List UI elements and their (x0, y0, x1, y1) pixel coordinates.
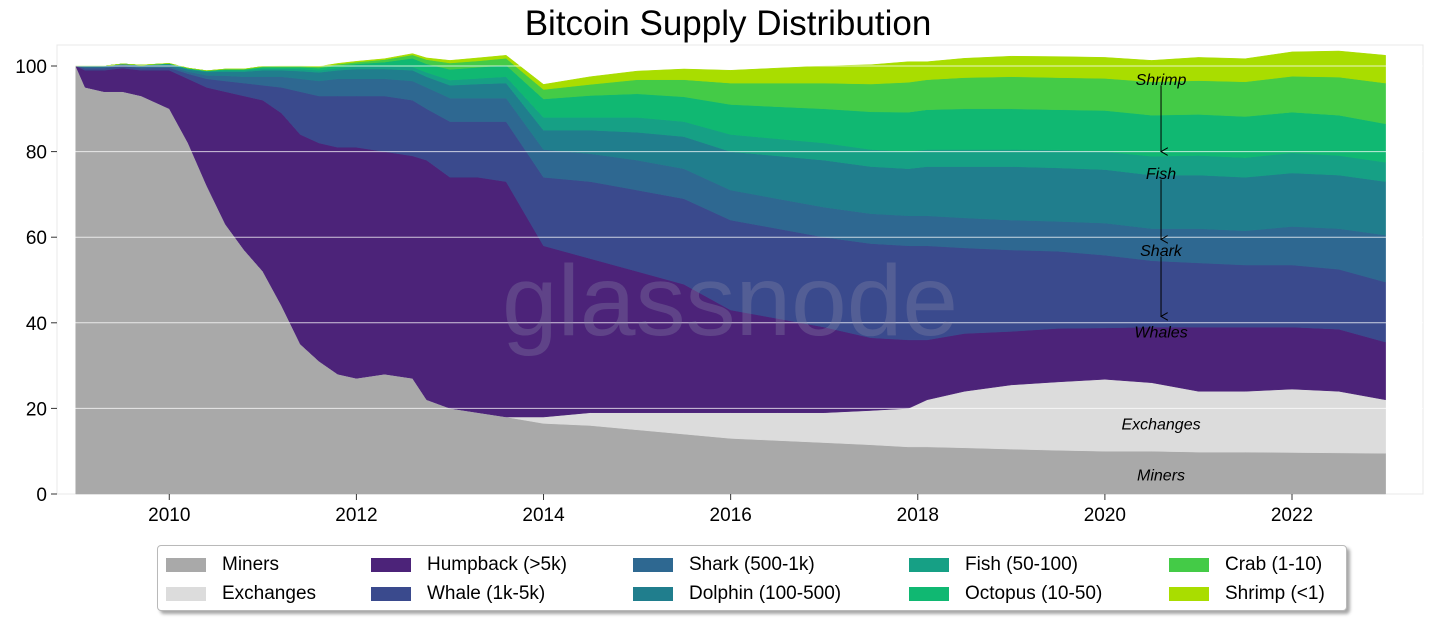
legend-item: Whale (1k-5k) (371, 579, 633, 608)
y-tick-label: 40 (26, 314, 47, 335)
annotation-label: Shrimp (1136, 72, 1187, 89)
legend-label: Humpback (>5k) (427, 553, 567, 575)
legend-swatch (371, 557, 411, 572)
y-tick-label: 0 (36, 485, 47, 506)
legend-label: Crab (1-10) (1225, 553, 1323, 575)
legend-label: Octopus (10-50) (965, 582, 1103, 604)
legend-label: Shrimp (<1) (1225, 582, 1325, 604)
legend-item: Crab (1-10) (1169, 550, 1349, 579)
legend-item: Miners (166, 550, 371, 579)
legend-item: Shrimp (<1) (1169, 579, 1349, 608)
legend-label: Fish (50-100) (965, 553, 1078, 575)
legend-swatch (633, 586, 673, 601)
x-tick-label: 2020 (1084, 505, 1126, 526)
legend-label: Whale (1k-5k) (427, 582, 546, 604)
y-tick-label: 80 (26, 143, 47, 164)
x-tick-label: 2010 (148, 505, 190, 526)
y-tick-label: 20 (26, 399, 47, 420)
legend-label: Shark (500-1k) (689, 553, 815, 575)
legend-label: Miners (222, 553, 280, 575)
legend-swatch (166, 557, 206, 572)
x-tick-label: 2014 (522, 505, 565, 526)
chart-title: Bitcoin Supply Distribution (524, 4, 932, 43)
legend-swatch (1169, 586, 1209, 601)
legend-item: Fish (50-100) (909, 550, 1169, 579)
legend-label: Dolphin (100-500) (689, 582, 842, 604)
legend: Miners Exchanges Humpback (>5k) Whale (1k-5… (157, 545, 1347, 611)
annotation-label: Fish (1146, 166, 1176, 183)
legend-item: Humpback (>5k) (371, 550, 633, 579)
legend-swatch (1169, 557, 1209, 572)
legend-swatch (909, 557, 949, 572)
legend-swatch (371, 586, 411, 601)
legend-item: Shark (500-1k) (633, 550, 909, 579)
annotation-label: Exchanges (1121, 416, 1200, 433)
legend-item: Exchanges (166, 579, 371, 608)
annotation-label: Miners (1137, 468, 1185, 485)
legend-item: Dolphin (100-500) (633, 579, 909, 608)
x-tick-label: 2012 (335, 505, 377, 526)
y-tick-label: 100 (15, 57, 47, 78)
legend-swatch (909, 586, 949, 601)
legend-swatch (166, 586, 206, 601)
plot-area: glassnode Shrimp Fish Shark Whales Exchanges… (15, 44, 1424, 526)
annotation-label: Shark (1140, 243, 1183, 260)
legend-item: Octopus (10-50) (909, 579, 1169, 608)
y-tick-label: 60 (26, 228, 47, 249)
annotation-label: Whales (1134, 324, 1187, 341)
x-tick-label: 2016 (710, 505, 752, 526)
legend-swatch (633, 557, 673, 572)
x-tick-label: 2018 (897, 505, 939, 526)
x-tick-label: 2022 (1271, 505, 1313, 526)
watermark-text: glassnode (502, 245, 958, 357)
legend-label: Exchanges (222, 582, 317, 604)
